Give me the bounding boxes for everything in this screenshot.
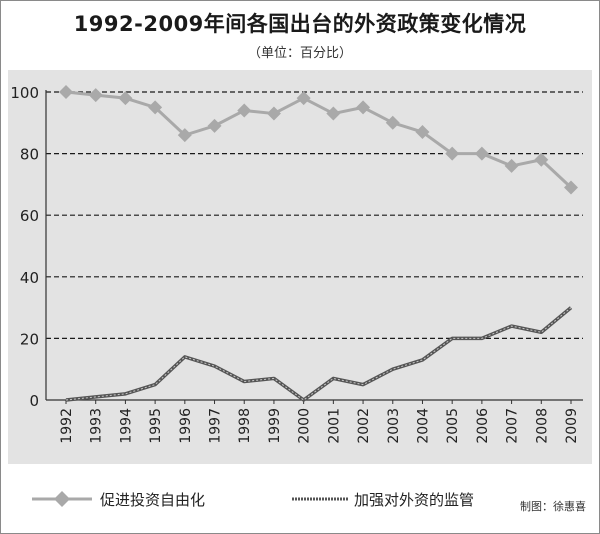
y-tick-label: 20 bbox=[20, 330, 39, 348]
y-tick-label: 100 bbox=[10, 84, 39, 102]
x-tick-label: 1992 bbox=[59, 408, 75, 444]
data-point bbox=[326, 106, 341, 121]
data-point bbox=[534, 152, 549, 167]
data-point bbox=[474, 146, 489, 161]
x-tick-label: 1997 bbox=[208, 408, 224, 444]
data-point bbox=[118, 91, 133, 106]
legend-item-1: 促进投资自由化 bbox=[32, 491, 205, 509]
x-tick-label: 2004 bbox=[415, 408, 431, 444]
legend-item-bg-2 bbox=[285, 478, 517, 524]
x-tick-label: 2005 bbox=[445, 408, 461, 444]
x-tick-label: 1995 bbox=[148, 408, 164, 444]
x-tick-label: 1993 bbox=[89, 408, 105, 444]
y-tick-label: 40 bbox=[20, 269, 39, 287]
legend-label-1: 促进投资自由化 bbox=[100, 491, 205, 509]
chart-credit: 制图：徐惠喜 bbox=[520, 500, 586, 513]
x-tick-label: 2000 bbox=[297, 408, 313, 444]
data-point bbox=[59, 85, 73, 99]
y-tick-label: 60 bbox=[20, 207, 39, 225]
x-tick-label: 2003 bbox=[386, 408, 402, 444]
data-point bbox=[564, 180, 578, 195]
x-tick-label: 1996 bbox=[178, 408, 194, 444]
legend-marker-1 bbox=[54, 491, 70, 507]
data-point bbox=[385, 115, 400, 130]
data-point bbox=[177, 128, 192, 143]
y-tick-label: 0 bbox=[29, 392, 39, 410]
gridlines bbox=[46, 91, 583, 339]
data-point bbox=[207, 118, 222, 133]
data-point bbox=[88, 88, 103, 103]
data-point bbox=[266, 106, 281, 121]
data-point bbox=[445, 146, 460, 161]
data-point bbox=[296, 91, 311, 106]
y-tick-label: 80 bbox=[20, 146, 39, 164]
data-point bbox=[148, 100, 163, 115]
x-tick-label: 1999 bbox=[267, 408, 283, 444]
data-point bbox=[356, 100, 371, 115]
series-layer bbox=[59, 85, 578, 402]
x-tick-label: 2007 bbox=[505, 408, 521, 444]
data-point bbox=[237, 103, 252, 118]
x-tick-label: 2009 bbox=[564, 408, 580, 444]
legend-label-2: 加强对外资的监管 bbox=[354, 491, 474, 509]
x-tick-label: 2008 bbox=[534, 408, 550, 444]
x-tick-label: 1994 bbox=[118, 408, 134, 444]
x-tick-label: 1998 bbox=[237, 408, 253, 444]
data-point bbox=[504, 158, 519, 173]
x-tick-label: 2001 bbox=[326, 408, 342, 444]
chart-subtitle: （单位：百分比） bbox=[247, 46, 352, 61]
data-point bbox=[415, 125, 430, 140]
series-line-texture-2 bbox=[65, 307, 572, 401]
x-tick-label: 2002 bbox=[356, 408, 372, 444]
y-axis: 0 20 40 60 80 100 bbox=[10, 84, 47, 410]
x-axis: 1992 1993 1994 1995 1996 1997 1998 1999 2000 2001… bbox=[46, 399, 583, 444]
chart-title: 1992-2009年间各国出台的外资政策变化情况 bbox=[73, 12, 527, 36]
legend-item-2: 加强对外资的监管 bbox=[292, 491, 474, 509]
x-tick-label: 2006 bbox=[475, 408, 491, 444]
